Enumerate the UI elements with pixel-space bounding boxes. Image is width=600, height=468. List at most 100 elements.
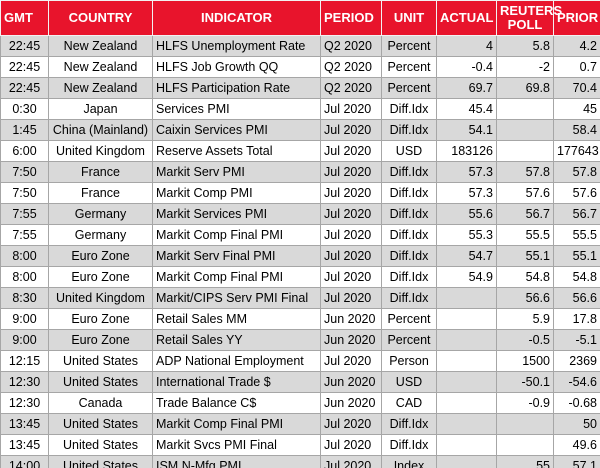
country-cell: Germany: [48, 203, 153, 225]
country-cell: Germany: [48, 224, 153, 246]
data-row: 1:45 China (Mainland) Caixin Services PMI J…: [0, 119, 600, 141]
data-row: 14:00 United States ISM N-Mfg PMI Jul 2020 I…: [0, 455, 600, 468]
poll-cell: 69.8: [496, 77, 554, 99]
indicator-cell: Services PMI: [152, 98, 321, 120]
period-cell: Jul 2020: [320, 413, 382, 435]
period-cell: Jun 2020: [320, 392, 382, 414]
data-row: 22:45 New Zealand HLFS Unemployment Rate Q2…: [0, 35, 600, 57]
country-cell: Canada: [48, 392, 153, 414]
data-row: 8:00 Euro Zone Markit Comp Final PMI Jul 20…: [0, 266, 600, 288]
country-cell: Euro Zone: [48, 329, 153, 351]
prior-cell: 57.6: [553, 182, 600, 204]
unit-cell: Percent: [381, 308, 437, 330]
unit-cell: USD: [381, 140, 437, 162]
period-cell: Q2 2020: [320, 56, 382, 78]
indicator-cell: HLFS Participation Rate: [152, 77, 321, 99]
prior-cell: 56.7: [553, 203, 600, 225]
actual-cell: [436, 371, 497, 393]
period-cell: Jun 2020: [320, 371, 382, 393]
prior-cell: 57.1: [553, 455, 600, 468]
gmt-cell: 12:30: [0, 371, 49, 393]
poll-cell: -2: [496, 56, 554, 78]
prior-cell: 4.2: [553, 35, 600, 57]
unit-cell: Diff.Idx: [381, 182, 437, 204]
period-cell: Jul 2020: [320, 350, 382, 372]
data-row: 0:30 Japan Services PMI Jul 2020 Diff.Idx 45.…: [0, 98, 600, 120]
country-cell: United Kingdom: [48, 140, 153, 162]
unit-cell: Diff.Idx: [381, 203, 437, 225]
indicator-cell: Retail Sales MM: [152, 308, 321, 330]
poll-cell: 57.6: [496, 182, 554, 204]
indicator-cell: Markit Comp Final PMI: [152, 266, 321, 288]
data-row: 9:00 Euro Zone Retail Sales YY Jun 2020 Perc…: [0, 329, 600, 351]
indicator-cell: International Trade $: [152, 371, 321, 393]
gmt-cell: 8:30: [0, 287, 49, 309]
actual-cell: [436, 413, 497, 435]
actual-cell: 55.6: [436, 203, 497, 225]
country-cell: New Zealand: [48, 77, 153, 99]
unit-cell: USD: [381, 371, 437, 393]
actual-cell: [436, 329, 497, 351]
country-cell: New Zealand: [48, 56, 153, 78]
data-row: 7:55 Germany Markit Comp Final PMI Jul 2020…: [0, 224, 600, 246]
poll-cell: [496, 119, 554, 141]
period-cell: Jun 2020: [320, 308, 382, 330]
data-row: 22:45 New Zealand HLFS Job Growth QQ Q2 202…: [0, 56, 600, 78]
header-cell: PERIOD: [320, 0, 382, 36]
actual-cell: [436, 455, 497, 468]
prior-cell: 45: [553, 98, 600, 120]
poll-cell: -50.1: [496, 371, 554, 393]
unit-cell: Percent: [381, 35, 437, 57]
gmt-cell: 6:00: [0, 140, 49, 162]
country-cell: United States: [48, 455, 153, 468]
period-cell: Jul 2020: [320, 203, 382, 225]
period-cell: Jul 2020: [320, 98, 382, 120]
data-row: 7:50 France Markit Serv PMI Jul 2020 Diff.Id…: [0, 161, 600, 183]
header-cell: GMT: [0, 0, 49, 36]
gmt-cell: 7:50: [0, 161, 49, 183]
country-cell: United Kingdom: [48, 287, 153, 309]
actual-cell: [436, 350, 497, 372]
unit-cell: Diff.Idx: [381, 224, 437, 246]
unit-cell: Diff.Idx: [381, 245, 437, 267]
actual-cell: -0.4: [436, 56, 497, 78]
table-body: 22:45 New Zealand HLFS Unemployment Rate Q2…: [0, 35, 600, 468]
prior-cell: -54.6: [553, 371, 600, 393]
indicator-cell: Markit Comp PMI: [152, 182, 321, 204]
poll-cell: 5.9: [496, 308, 554, 330]
poll-cell: [496, 98, 554, 120]
indicator-cell: Markit Serv PMI: [152, 161, 321, 183]
data-row: 13:45 United States Markit Svcs PMI Final J…: [0, 434, 600, 456]
gmt-cell: 8:00: [0, 245, 49, 267]
indicator-cell: Markit/CIPS Serv PMI Final: [152, 287, 321, 309]
poll-cell: 56.6: [496, 287, 554, 309]
unit-cell: Percent: [381, 56, 437, 78]
country-cell: China (Mainland): [48, 119, 153, 141]
gmt-cell: 22:45: [0, 77, 49, 99]
actual-cell: 183126: [436, 140, 497, 162]
indicator-cell: HLFS Job Growth QQ: [152, 56, 321, 78]
prior-cell: 56.6: [553, 287, 600, 309]
unit-cell: Diff.Idx: [381, 434, 437, 456]
actual-cell: 57.3: [436, 161, 497, 183]
data-row: 8:00 Euro Zone Markit Serv Final PMI Jul 20…: [0, 245, 600, 267]
indicator-cell: Markit Comp Final PMI: [152, 413, 321, 435]
indicator-cell: ISM N-Mfg PMI: [152, 455, 321, 468]
prior-cell: 55.5: [553, 224, 600, 246]
country-cell: Euro Zone: [48, 266, 153, 288]
data-row: 8:30 United Kingdom Markit/CIPS Serv PMI F…: [0, 287, 600, 309]
prior-cell: 50: [553, 413, 600, 435]
country-cell: New Zealand: [48, 35, 153, 57]
unit-cell: Diff.Idx: [381, 266, 437, 288]
prior-cell: 0.7: [553, 56, 600, 78]
actual-cell: 4: [436, 35, 497, 57]
gmt-cell: 13:45: [0, 413, 49, 435]
data-row: 12:15 United States ADP National Employmen…: [0, 350, 600, 372]
prior-cell: -0.68: [553, 392, 600, 414]
period-cell: Jul 2020: [320, 455, 382, 468]
poll-cell: 55: [496, 455, 554, 468]
gmt-cell: 9:00: [0, 308, 49, 330]
prior-cell: 57.8: [553, 161, 600, 183]
data-row: 13:45 United States Markit Comp Final PMI J…: [0, 413, 600, 435]
